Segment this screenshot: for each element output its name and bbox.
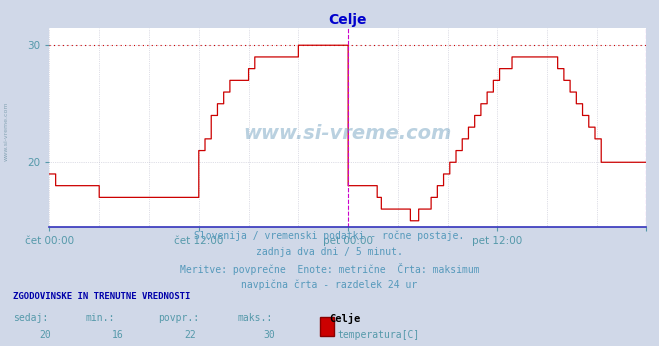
Text: povpr.:: povpr.: [158, 313, 199, 323]
Text: Slovenija / vremenski podatki - ročne postaje.: Slovenija / vremenski podatki - ročne po… [194, 230, 465, 240]
Text: sedaj:: sedaj: [13, 313, 48, 323]
Text: ZGODOVINSKE IN TRENUTNE VREDNOSTI: ZGODOVINSKE IN TRENUTNE VREDNOSTI [13, 292, 190, 301]
Text: www.si-vreme.com: www.si-vreme.com [3, 102, 9, 161]
Text: maks.:: maks.: [237, 313, 272, 323]
Text: Celje: Celje [330, 313, 360, 324]
Text: min.:: min.: [86, 313, 115, 323]
Text: 20: 20 [40, 330, 51, 340]
Text: 22: 22 [185, 330, 196, 340]
Text: zadnja dva dni / 5 minut.: zadnja dva dni / 5 minut. [256, 247, 403, 257]
Text: Meritve: povprečne  Enote: metrične  Črta: maksimum: Meritve: povprečne Enote: metrične Črta:… [180, 263, 479, 275]
Text: temperatura[C]: temperatura[C] [337, 330, 420, 340]
Text: navpična črta - razdelek 24 ur: navpična črta - razdelek 24 ur [241, 280, 418, 290]
Text: www.si-vreme.com: www.si-vreme.com [243, 124, 452, 143]
Text: 30: 30 [264, 330, 275, 340]
Title: Celje: Celje [328, 12, 367, 27]
Text: 16: 16 [112, 330, 124, 340]
